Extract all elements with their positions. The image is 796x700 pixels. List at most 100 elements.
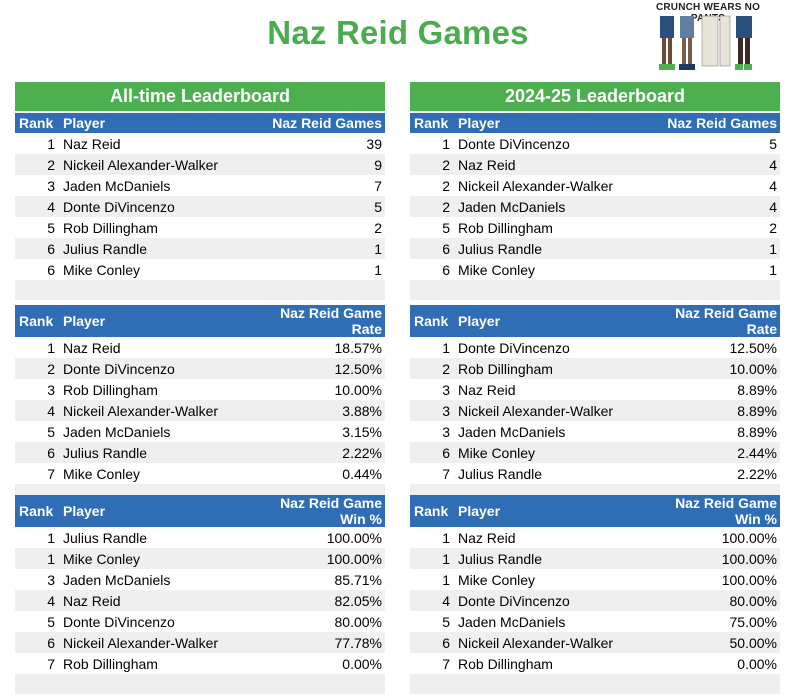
player-cell: Julius Randle (454, 238, 660, 259)
value-cell: 10.00% (265, 379, 385, 400)
rank-cell: 3 (15, 569, 59, 590)
value-cell: 3.88% (265, 400, 385, 421)
table-row: 7 Julius Randle 2.22% (410, 463, 780, 484)
table-row: 1 Mike Conley 100.00% (15, 548, 385, 569)
rank-cell: 1 (15, 133, 59, 154)
value-cell: 2 (265, 217, 385, 238)
player-cell: Donte DiVincenzo (59, 611, 265, 632)
rank-cell: 2 (15, 358, 59, 379)
table-row: 6 Nickeil Alexander-Walker 50.00% (410, 632, 780, 653)
rank-cell: 7 (410, 463, 454, 484)
value-cell: 2.44% (660, 442, 780, 463)
value-column-header: Naz Reid Game Win % (265, 495, 385, 527)
rank-cell: 4 (15, 196, 59, 217)
table-row: 6 Mike Conley 1 (410, 259, 780, 280)
table-spacer-row (410, 674, 780, 694)
value-cell: 0.00% (265, 653, 385, 674)
value-cell: 8.89% (660, 400, 780, 421)
player-cell: Donte DiVincenzo (454, 337, 660, 358)
player-cell: Naz Reid (59, 337, 265, 358)
rank-cell: 6 (15, 238, 59, 259)
value-cell: 0.00% (660, 653, 780, 674)
rank-cell: 5 (410, 611, 454, 632)
table-row: 3 Jaden McDaniels 85.71% (15, 569, 385, 590)
rank-cell: 6 (15, 632, 59, 653)
table-row: 6 Julius Randle 2.22% (15, 442, 385, 463)
rank-column-header: Rank (15, 495, 59, 527)
player-column-header: Player (454, 495, 660, 527)
value-cell: 12.50% (660, 337, 780, 358)
player-cell: Julius Randle (59, 527, 265, 548)
player-cell: Rob Dillingham (454, 653, 660, 674)
player-cell: Mike Conley (454, 259, 660, 280)
player-cell: Naz Reid (454, 154, 660, 175)
table-row: 1 Mike Conley 100.00% (410, 569, 780, 590)
rank-cell: 4 (410, 590, 454, 611)
table-header-row: Rank Player Naz Reid Game Rate (15, 305, 385, 337)
all-time-header: All-time Leaderboard (15, 82, 385, 111)
rank-cell: 6 (15, 442, 59, 463)
table-row: 5 Donte DiVincenzo 80.00% (15, 611, 385, 632)
rank-cell: 2 (410, 154, 454, 175)
player-cell: Jaden McDaniels (454, 421, 660, 442)
rank-cell: 1 (410, 548, 454, 569)
value-cell: 4 (660, 196, 780, 217)
table-row: 6 Nickeil Alexander-Walker 77.78% (15, 632, 385, 653)
player-cell: Rob Dillingham (59, 379, 265, 400)
rank-cell: 3 (15, 175, 59, 196)
table-row: 4 Donte DiVincenzo 80.00% (410, 590, 780, 611)
value-cell: 8.89% (660, 379, 780, 400)
player-cell: Mike Conley (59, 463, 265, 484)
player-cell: Jaden McDaniels (454, 196, 660, 217)
value-cell: 1 (660, 259, 780, 280)
value-cell: 12.50% (265, 358, 385, 379)
rank-cell: 4 (15, 590, 59, 611)
table-row: 6 Mike Conley 2.44% (410, 442, 780, 463)
legs-illustration-icon (659, 15, 752, 70)
player-column-header: Player (59, 495, 265, 527)
table-row: 1 Donte DiVincenzo 12.50% (410, 337, 780, 358)
rank-cell: 2 (410, 196, 454, 217)
rank-cell: 6 (410, 259, 454, 280)
value-cell: 5 (660, 133, 780, 154)
value-cell: 3.15% (265, 421, 385, 442)
table-row: 3 Jaden McDaniels 8.89% (410, 421, 780, 442)
player-cell: Donte DiVincenzo (59, 196, 265, 217)
table-row: 6 Mike Conley 1 (15, 259, 385, 280)
player-cell: Nickeil Alexander-Walker (454, 400, 660, 421)
rank-cell: 1 (15, 337, 59, 358)
player-cell: Mike Conley (454, 442, 660, 463)
rank-cell: 3 (410, 400, 454, 421)
table-row: 4 Donte DiVincenzo 5 (15, 196, 385, 217)
player-cell: Julius Randle (454, 463, 660, 484)
player-cell: Donte DiVincenzo (454, 133, 660, 154)
player-cell: Jaden McDaniels (59, 175, 265, 196)
value-cell: 7 (265, 175, 385, 196)
table-row: 1 Naz Reid 18.57% (15, 337, 385, 358)
value-cell: 4 (660, 175, 780, 196)
rank-cell: 1 (410, 133, 454, 154)
player-cell: Naz Reid (454, 527, 660, 548)
table-spacer-row (410, 280, 780, 300)
player-cell: Naz Reid (454, 379, 660, 400)
value-cell: 100.00% (660, 527, 780, 548)
player-cell: Donte DiVincenzo (59, 358, 265, 379)
value-cell: 100.00% (265, 548, 385, 569)
season-rate-table: Rank Player Naz Reid Game Rate 1 Donte DiVin… (410, 305, 780, 504)
player-cell: Nickeil Alexander-Walker (454, 632, 660, 653)
player-cell: Rob Dillingham (59, 217, 265, 238)
table-header-row: Rank Player Naz Reid Game Win % (410, 495, 780, 527)
rank-cell: 7 (15, 463, 59, 484)
player-column-header: Player (59, 305, 265, 337)
rank-cell: 1 (410, 337, 454, 358)
table-row: 7 Mike Conley 0.44% (15, 463, 385, 484)
table-row: 7 Rob Dillingham 0.00% (15, 653, 385, 674)
table-row: 3 Naz Reid 8.89% (410, 379, 780, 400)
value-column-header: Naz Reid Game Rate (265, 305, 385, 337)
player-cell: Naz Reid (59, 133, 265, 154)
value-cell: 8.89% (660, 421, 780, 442)
table-row: 1 Julius Randle 100.00% (410, 548, 780, 569)
table-row: 3 Nickeil Alexander-Walker 8.89% (410, 400, 780, 421)
player-cell: Julius Randle (59, 442, 265, 463)
value-cell: 80.00% (265, 611, 385, 632)
